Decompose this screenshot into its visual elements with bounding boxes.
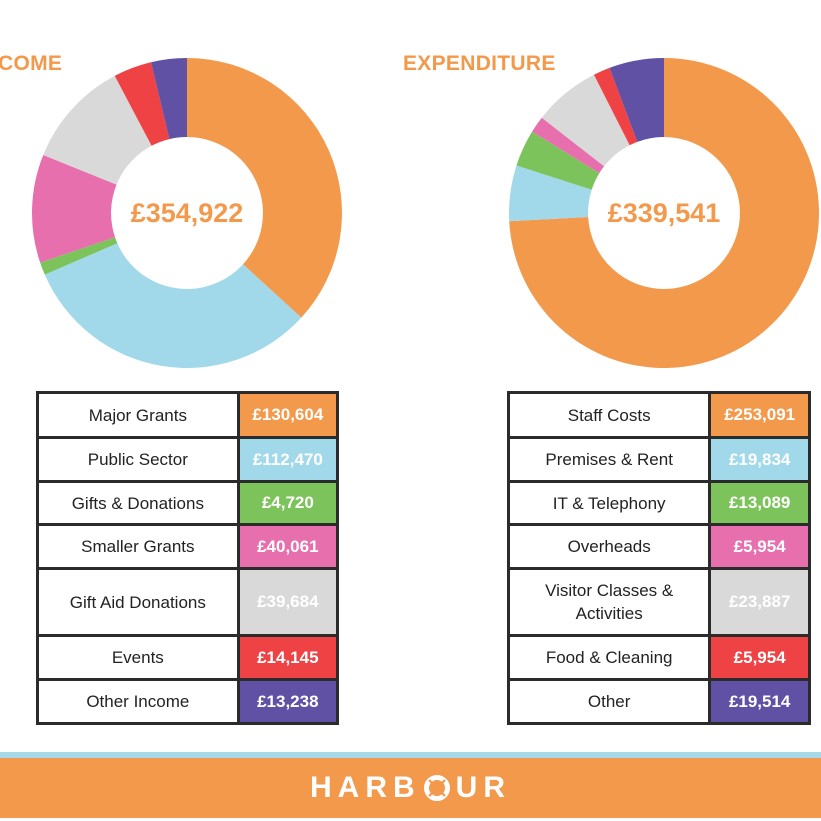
donut-slice — [509, 165, 592, 222]
row-label: Staff Costs — [506, 391, 712, 439]
table-row: IT & Telephony £13,089 — [506, 480, 811, 526]
donut-slice — [32, 155, 117, 263]
row-value: £253,091 — [708, 391, 811, 439]
donut-slice — [187, 58, 342, 318]
table-row: Premises & Rent £19,834 — [506, 436, 811, 483]
table-row: Gift Aid Donations £39,684 — [36, 567, 340, 637]
table-row: Overheads £5,954 — [506, 523, 811, 570]
donut-slice — [516, 131, 600, 190]
table-row: Other Income £13,238 — [36, 678, 340, 725]
table-row: Gifts & Donations £4,720 — [36, 480, 340, 526]
donut-slice — [114, 62, 170, 146]
row-value: £39,684 — [236, 567, 340, 637]
row-value: £19,834 — [708, 436, 811, 483]
donut-slice — [541, 74, 630, 167]
row-value: £23,887 — [708, 567, 811, 637]
row-label: IT & Telephony — [506, 480, 712, 526]
income-donut-svg — [32, 58, 342, 368]
row-value: £5,954 — [708, 523, 811, 570]
table-row: Smaller Grants £40,061 — [36, 523, 340, 570]
row-label: Food & Cleaning — [506, 634, 712, 681]
donut-slice — [509, 58, 819, 368]
row-label: Other Income — [36, 678, 240, 725]
donut-slice — [151, 58, 187, 140]
donut-slice — [40, 237, 118, 275]
table-row: Public Sector £112,470 — [36, 436, 340, 483]
expenditure-legend-table: Staff Costs £253,091 Premises & Rent £19,8… — [506, 391, 811, 725]
row-label: Events — [36, 634, 240, 681]
row-label: Premises & Rent — [506, 436, 712, 483]
expenditure-donut-svg — [509, 58, 819, 368]
table-row: Staff Costs £253,091 — [506, 391, 811, 439]
row-label: Gift Aid Donations — [36, 567, 240, 637]
row-value: £5,954 — [708, 634, 811, 681]
row-value: £130,604 — [236, 391, 340, 439]
row-value: £13,238 — [236, 678, 340, 725]
table-row: Events £14,145 — [36, 634, 340, 681]
row-value: £40,061 — [236, 523, 340, 570]
row-value: £13,089 — [708, 480, 811, 526]
row-value: £112,470 — [236, 436, 340, 483]
table-row: Other £19,514 — [506, 678, 811, 725]
brand-prefix: HARB — [309, 771, 421, 804]
donut-slice — [593, 67, 638, 146]
income-total: £354,922 — [130, 197, 244, 228]
table-row: Food & Cleaning £5,954 — [506, 634, 811, 681]
brand-suffix: UR — [455, 771, 511, 804]
table-row: Visitor Classes & Activities £23,887 — [506, 567, 811, 637]
donut-slice — [609, 58, 664, 142]
footer-band: HARB UR — [0, 758, 821, 818]
expenditure-total: £339,541 — [607, 197, 721, 228]
footer-stripe — [0, 752, 821, 758]
row-value: £4,720 — [236, 480, 340, 526]
harbour-logo: HARB UR — [310, 771, 511, 805]
row-label: Other — [506, 678, 712, 725]
row-label: Visitor Classes & Activities — [506, 567, 712, 637]
row-label: Major Grants — [36, 391, 240, 439]
expenditure-title: EXPENDITURE — [403, 52, 556, 75]
lifebuoy-icon — [423, 774, 451, 802]
row-label: Overheads — [506, 523, 712, 570]
row-label: Public Sector — [36, 436, 240, 483]
income-donut-chart: £354,922 — [32, 58, 342, 368]
donut-slice — [532, 117, 605, 174]
table-row: Major Grants £130,604 — [36, 391, 340, 439]
row-value: £14,145 — [236, 634, 340, 681]
row-label: Smaller Grants — [36, 523, 240, 570]
donut-slice — [44, 243, 302, 368]
row-value: £19,514 — [708, 678, 811, 725]
row-label: Gifts & Donations — [36, 480, 240, 526]
income-title: COME — [0, 52, 63, 75]
expenditure-donut-chart: £339,541 — [509, 58, 819, 368]
income-legend-table: Major Grants £130,604 Public Sector £112,4… — [36, 391, 340, 725]
donut-slice — [43, 75, 152, 185]
